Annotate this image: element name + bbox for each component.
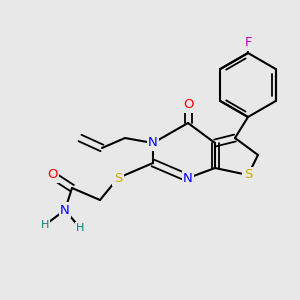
Text: N: N [183, 172, 193, 184]
Text: S: S [114, 172, 122, 184]
Text: N: N [148, 136, 158, 149]
Text: H: H [76, 223, 84, 233]
Text: N: N [60, 203, 70, 217]
Text: O: O [183, 98, 193, 112]
Text: S: S [244, 169, 252, 182]
Text: O: O [47, 169, 57, 182]
Text: F: F [244, 37, 252, 50]
Text: H: H [41, 220, 49, 230]
